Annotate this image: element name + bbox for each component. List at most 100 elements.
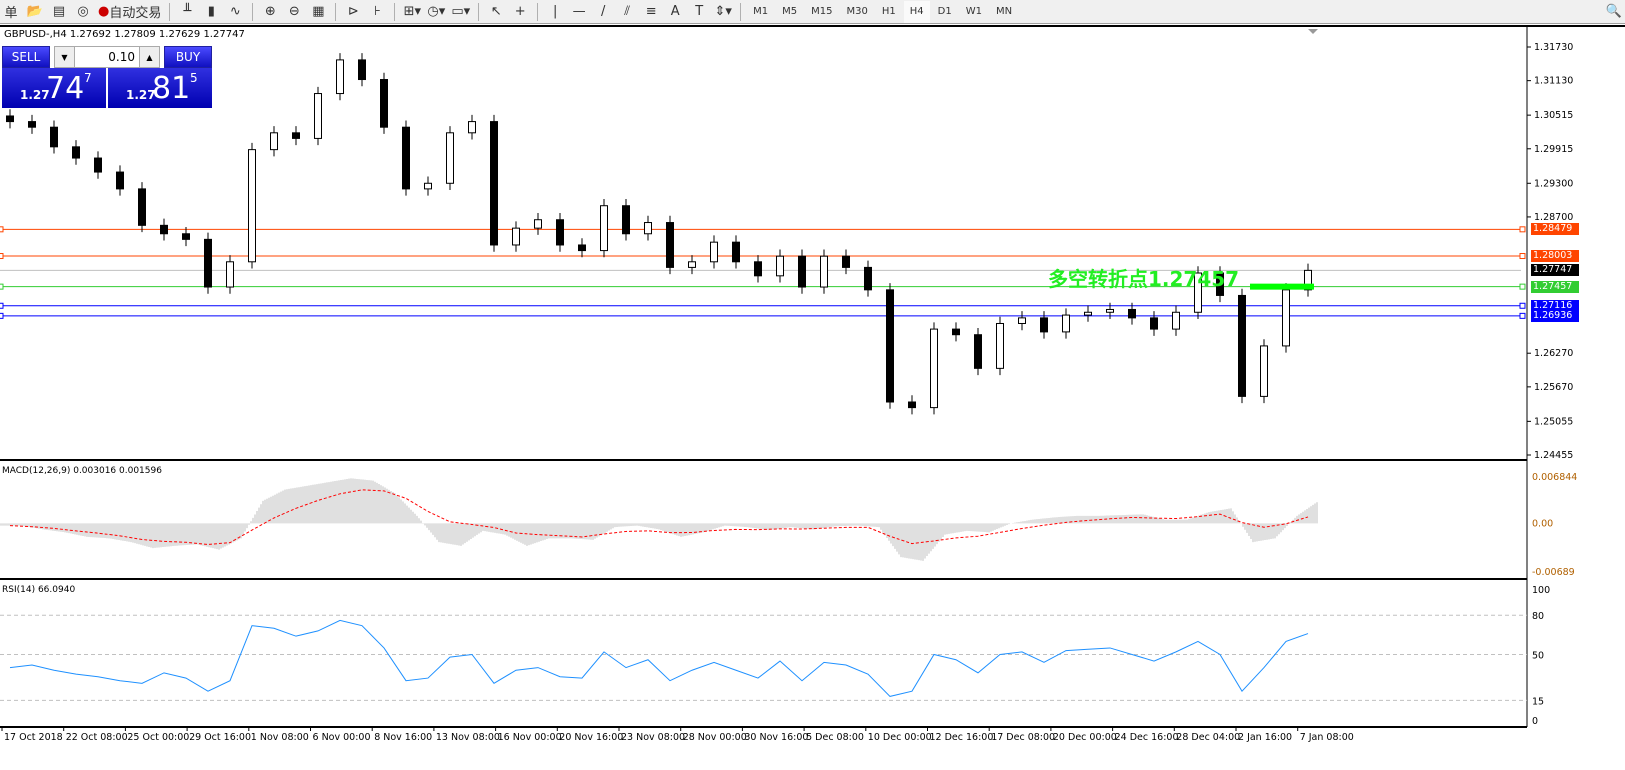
one-click-trading-panel: SELL ▼ 0.10 ▲ BUY 1.27 74 7 1.27 81 5 (2, 46, 214, 134)
autoscroll-icon[interactable]: ⊳ (347, 4, 359, 19)
sell-price-fraction: 7 (84, 71, 92, 85)
price-tick-label: 1.28700 (1534, 212, 1573, 223)
arrows-icon[interactable]: ⇕▾ (714, 4, 732, 19)
bear-candle (380, 79, 388, 128)
fibonacci-icon[interactable]: ≡ (645, 4, 657, 19)
bar-chart-icon[interactable]: ╨ (183, 4, 192, 19)
price-level-label: 1.27457 (1531, 280, 1579, 293)
buy-button[interactable]: BUY (164, 46, 212, 68)
vertical-line-icon[interactable]: | (552, 4, 558, 19)
sell-price[interactable]: 1.27 74 7 (2, 68, 106, 108)
chart-window[interactable]: 1.31730 1.31130 1.30515 1.29915 1.29300 1.287… (0, 25, 1625, 768)
price-level-label: 1.28003 (1531, 250, 1579, 263)
terminal-icon[interactable]: ▤ (52, 4, 66, 19)
bull-candle (468, 121, 476, 134)
time-tick-label: 28 Dec 04:00 (1176, 732, 1240, 743)
periods-clock-icon[interactable]: ◷▾ (427, 4, 446, 19)
timeframe-d1[interactable]: D1 (937, 6, 952, 17)
price-tick-label: 1.30515 (1534, 110, 1573, 121)
time-tick-label: 16 Nov 00:00 (498, 732, 562, 743)
price-tick-label: 1.31130 (1534, 76, 1573, 87)
time-tick-label: 12 Dec 16:00 (930, 732, 994, 743)
timeframe-m30[interactable]: M30 (846, 6, 868, 17)
price-tick-label: 1.25670 (1534, 382, 1573, 393)
candlestick-icon[interactable]: ▮ (207, 4, 215, 19)
time-tick-label: 10 Dec 00:00 (868, 732, 932, 743)
bear-candle (160, 224, 168, 235)
toolbar-separator (537, 2, 539, 21)
chart-canvas[interactable]: 1.31730 1.31130 1.30515 1.29915 1.29300 1.287… (0, 27, 1625, 770)
chart-shift-icon[interactable]: ⊦ (373, 4, 381, 19)
price-tick-label: 1.29300 (1534, 178, 1573, 189)
timeframe-w1[interactable]: W1 (965, 6, 982, 17)
autotrading-button[interactable]: ● 自动交易 (96, 1, 163, 23)
signal-icon[interactable]: ◎ (77, 4, 89, 19)
bear-candle (666, 222, 674, 268)
level-handle (0, 312, 4, 319)
timeframe-h4[interactable]: H4 (903, 0, 930, 23)
line-chart-icon[interactable]: ∿ (229, 4, 241, 19)
autotrading-icon: ● (98, 4, 110, 19)
timeframe-m1[interactable]: M1 (753, 6, 769, 17)
bull-candle (1084, 311, 1092, 316)
bull-candle (446, 132, 454, 184)
bull-candle (270, 132, 278, 151)
timeframe-m5[interactable]: M5 (782, 6, 798, 17)
level-handle (1519, 226, 1526, 233)
zoom-out-icon[interactable]: ⊖ (288, 4, 300, 19)
time-tick-label: 28 Nov 00:00 (683, 732, 747, 743)
text-icon[interactable]: A (670, 4, 680, 19)
bear-candle (358, 59, 366, 81)
time-tick-label: 6 Nov 00:00 (313, 732, 371, 743)
folder-icon[interactable]: 📂 (26, 4, 44, 19)
sell-button[interactable]: SELL (2, 46, 50, 68)
time-tick-label: 2 Jan 16:00 (1238, 732, 1292, 743)
lot-size-stepper[interactable]: ▼ 0.10 ▲ (54, 46, 160, 68)
equidistant-channel-icon[interactable]: ⫽ (624, 4, 631, 19)
lot-size-input[interactable]: 0.10 (108, 50, 135, 64)
horizontal-line-icon[interactable]: — (572, 4, 586, 19)
bull-candle (1172, 311, 1180, 330)
bear-candle (490, 121, 498, 246)
timeframe-h1[interactable]: H1 (881, 6, 896, 17)
templates-icon[interactable]: ▭▾ (451, 4, 471, 19)
bear-candle (94, 157, 102, 173)
bear-candle (1128, 308, 1136, 319)
bear-candle (798, 255, 806, 288)
time-tick-label: 20 Dec 00:00 (1053, 732, 1117, 743)
buy-price-big-figure: 1.27 (126, 88, 156, 102)
menu-button[interactable]: 单 (0, 1, 22, 23)
buy-price[interactable]: 1.27 81 5 (108, 68, 212, 108)
zoom-in-icon[interactable]: ⊕ (264, 4, 276, 19)
timeframe-m15[interactable]: M15 (811, 6, 833, 17)
cursor-icon[interactable]: ↖ (490, 4, 502, 19)
crosshair-icon[interactable]: + (514, 4, 526, 19)
toolbar-separator (252, 2, 254, 21)
bull-candle (930, 328, 938, 409)
increase-lot-button[interactable]: ▲ (139, 47, 159, 67)
toolbar-separator (169, 2, 171, 21)
toolbar-separator (394, 2, 396, 21)
bull-candle (1194, 272, 1202, 313)
time-tick-label: 13 Nov 08:00 (436, 732, 500, 743)
time-tick-label: 25 Oct 00:00 (127, 732, 189, 743)
timeframe-mn[interactable]: MN (995, 6, 1013, 17)
time-tick-label: 1 Nov 08:00 (251, 732, 309, 743)
text-label-icon[interactable]: T (695, 4, 704, 19)
search-icon[interactable]: 🔍 (1605, 4, 1623, 19)
price-tick-label: 1.29915 (1534, 144, 1573, 155)
time-tick-label: 23 Nov 08:00 (621, 732, 685, 743)
bear-candle (732, 241, 740, 263)
bear-candle (28, 121, 36, 128)
tile-windows-icon[interactable]: ▦ (312, 4, 325, 19)
sell-price-big-figure: 1.27 (20, 88, 50, 102)
toolbar-separator (740, 2, 742, 21)
indicators-icon[interactable]: ⊞▾ (403, 4, 422, 19)
decrease-lot-button[interactable]: ▼ (55, 47, 75, 67)
level-handle (1519, 312, 1526, 319)
time-tick-label: 7 Jan 08:00 (1300, 732, 1354, 743)
macd-tick-label: -0.00689 (1532, 567, 1575, 578)
bull-candle (1018, 317, 1026, 324)
level-handle (1519, 253, 1526, 260)
trendline-icon[interactable]: / (600, 4, 606, 19)
